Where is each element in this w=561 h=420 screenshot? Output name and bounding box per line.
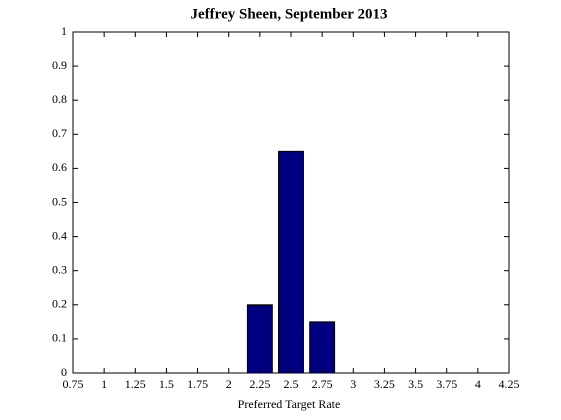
y-tick-label: 0.2	[52, 297, 67, 311]
x-tick-label: 3.75	[436, 377, 457, 391]
y-tick-label: 0.6	[52, 160, 67, 174]
y-tick-label: 0.5	[52, 194, 67, 208]
x-tick-label: 3.25	[374, 377, 395, 391]
x-tick-label: 1.75	[187, 377, 208, 391]
x-tick-label: 0.75	[63, 377, 84, 391]
x-tick-label: 4.25	[499, 377, 520, 391]
chart-title: Jeffrey Sheen, September 2013	[191, 6, 388, 22]
x-tick-label: 2.75	[312, 377, 333, 391]
y-tick-label: 1	[61, 24, 67, 38]
x-tick-label: 2	[226, 377, 232, 391]
x-tick-label: 3.5	[408, 377, 423, 391]
y-tick-label: 0.7	[52, 126, 67, 140]
x-tick-label: 4	[475, 377, 481, 391]
x-tick-label: 2.25	[249, 377, 270, 391]
x-tick-label: 2.5	[284, 377, 299, 391]
x-tick-label: 1.5	[159, 377, 174, 391]
y-tick-label: 0.1	[52, 331, 67, 345]
y-tick-label: 0	[61, 365, 67, 379]
x-tick-label: 1	[101, 377, 107, 391]
x-tick-label: 1.25	[125, 377, 146, 391]
y-tick-label: 0.8	[52, 92, 67, 106]
bar	[309, 321, 336, 374]
bar	[278, 150, 304, 374]
x-tick-label: 3	[350, 377, 356, 391]
y-tick-label: 0.9	[52, 58, 67, 72]
bar	[246, 304, 273, 374]
x-axis-label: Preferred Target Rate	[238, 397, 341, 411]
y-tick-label: 0.3	[52, 262, 67, 276]
y-tick-label: 0.4	[52, 228, 67, 242]
